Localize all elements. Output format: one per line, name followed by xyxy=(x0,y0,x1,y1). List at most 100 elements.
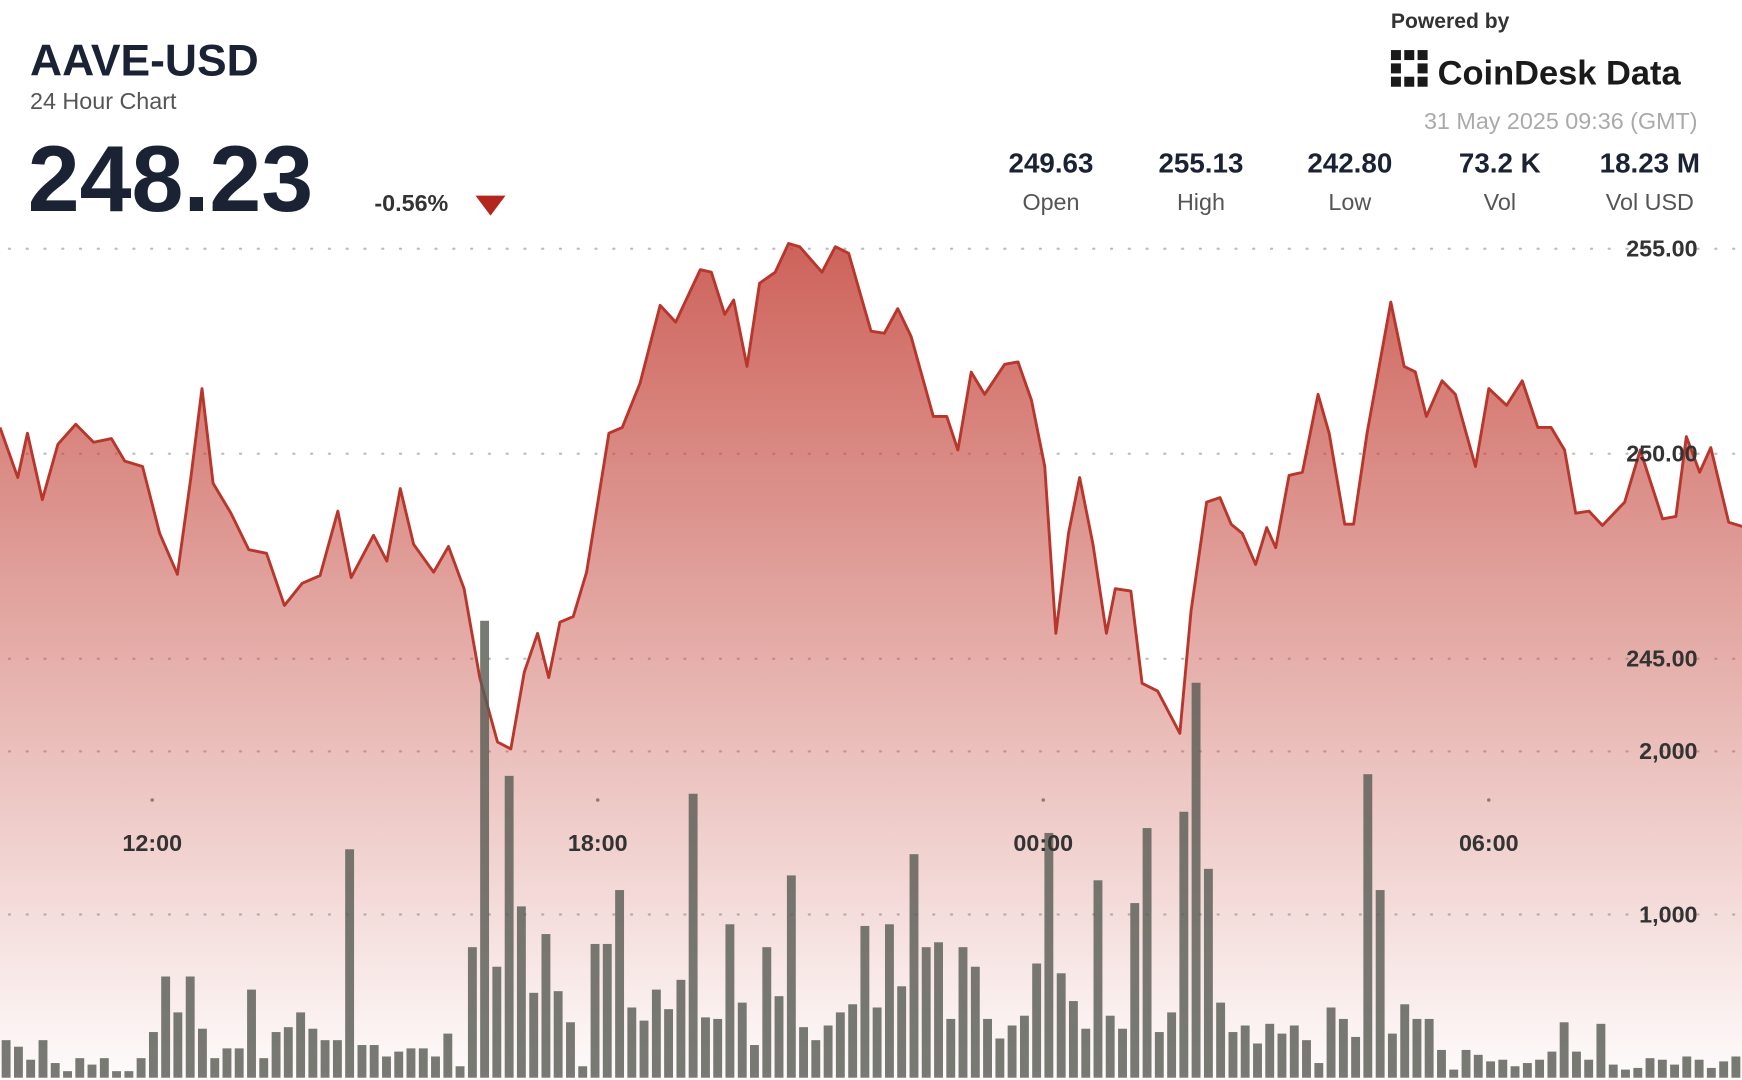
volume-bar xyxy=(1314,1063,1324,1078)
volume-bar xyxy=(345,849,355,1078)
volume-bar xyxy=(1559,1022,1569,1078)
volume-bar xyxy=(1437,1049,1446,1078)
tick-labels: 245.00 250.00 255.00 12:00 18:00 00:00 06:00 1,… xyxy=(122,236,1697,928)
volume-bar xyxy=(1522,1063,1532,1078)
volume-bar xyxy=(934,942,943,1078)
change: -0.56% xyxy=(374,190,448,216)
down-arrow xyxy=(475,195,506,216)
volume-bar xyxy=(676,979,686,1078)
volume-bar xyxy=(921,947,931,1078)
volume-bar xyxy=(1,1040,11,1078)
volume-bar xyxy=(87,1064,97,1078)
volume-bar xyxy=(1547,1051,1557,1078)
volume-bar xyxy=(823,1025,833,1078)
volume-bar xyxy=(492,966,502,1078)
volume-bar xyxy=(308,1028,318,1078)
volume-bar xyxy=(369,1045,379,1078)
volume-bar xyxy=(1645,1058,1655,1078)
volume-bar xyxy=(136,1058,146,1078)
volume-bar xyxy=(566,1022,575,1078)
price: 248.23 xyxy=(28,127,313,231)
volume-bar xyxy=(750,1045,759,1078)
stats: 249.63 Open 255.13 High 242.80 Low 73.2 K Vol 18… xyxy=(1009,147,1700,215)
volume-bar xyxy=(1535,1059,1545,1078)
volume-bar xyxy=(1289,1025,1299,1078)
volume-bar xyxy=(1228,1032,1238,1078)
volume-bar xyxy=(283,1027,293,1078)
volume-bar xyxy=(884,924,894,1078)
price-area xyxy=(0,243,1742,1078)
volume-bar xyxy=(63,1071,72,1078)
volume-bar xyxy=(1608,1064,1618,1078)
y2-tick-label: 2,000 xyxy=(1639,738,1697,764)
volume-bar xyxy=(1142,828,1152,1078)
volume-bar xyxy=(99,1058,109,1078)
volume-bar xyxy=(406,1048,416,1078)
volume-bar xyxy=(431,1056,440,1078)
volume-bar xyxy=(1253,1043,1262,1078)
volume-bar xyxy=(161,976,171,1078)
volume-bar xyxy=(1670,1064,1680,1078)
volume-bar xyxy=(516,906,526,1078)
volume-bar xyxy=(185,976,195,1078)
stat-label: High xyxy=(1177,189,1225,215)
volume-bar xyxy=(983,1018,992,1078)
volume-bar xyxy=(1719,1061,1729,1078)
volume-bar xyxy=(124,1071,134,1078)
volume-bar xyxy=(541,934,551,1078)
volume-bar xyxy=(1203,868,1213,1078)
volume-bar xyxy=(1240,1025,1250,1078)
volume-bar xyxy=(909,854,919,1078)
volume-bar xyxy=(1068,1001,1078,1078)
volume-bar xyxy=(1216,1002,1226,1078)
volume-bar xyxy=(553,991,563,1078)
x-tick-label: 00:00 xyxy=(1013,830,1073,856)
volume-bar xyxy=(1375,890,1385,1078)
volume-bar xyxy=(1167,1012,1177,1078)
volume-bar xyxy=(1657,1059,1667,1078)
volume-bar xyxy=(774,996,784,1078)
volume-bar xyxy=(197,1028,207,1078)
volume-bar xyxy=(1019,1015,1029,1078)
volume-bar xyxy=(1326,1007,1336,1078)
volume-bar xyxy=(897,986,907,1078)
volume-bar xyxy=(848,1004,858,1078)
volume-bar xyxy=(1633,1067,1643,1078)
volume-bar xyxy=(1277,1033,1287,1078)
volume-bar xyxy=(1118,1028,1127,1078)
logo-icon xyxy=(1390,50,1428,87)
volume-bar xyxy=(1093,880,1103,1078)
volume-bar xyxy=(357,1045,367,1078)
volume-bar xyxy=(1449,1069,1459,1078)
volume-bar xyxy=(1498,1059,1508,1078)
volume-bar xyxy=(1387,1033,1397,1078)
volume-bar xyxy=(1461,1049,1471,1078)
powered-by: Powered by xyxy=(1391,10,1510,33)
volume-bar xyxy=(946,1018,956,1078)
volume-bar xyxy=(1363,774,1373,1078)
volume-bar xyxy=(455,1066,465,1078)
volume-bar xyxy=(872,1007,882,1078)
volume-bar xyxy=(860,925,870,1078)
volume-bar xyxy=(713,1018,723,1078)
volume-bar xyxy=(296,1012,306,1078)
volume-bar xyxy=(234,1048,244,1078)
stat-value: 255.13 xyxy=(1158,147,1243,178)
y2-tick-label: 1,000 xyxy=(1639,901,1697,927)
volume-bar xyxy=(112,1071,121,1078)
volume-bar xyxy=(1596,1023,1606,1078)
data xyxy=(0,242,1742,1078)
volume-bar xyxy=(1731,1056,1741,1078)
volume-bar xyxy=(173,1012,183,1078)
volume-bar xyxy=(811,1040,821,1078)
volume-bar xyxy=(1154,1032,1164,1078)
stat-label: Vol USD xyxy=(1606,189,1694,215)
volume-bar xyxy=(75,1058,85,1078)
volume-bar xyxy=(799,1027,809,1078)
stat-value: 18.23 M xyxy=(1600,147,1700,178)
stat-label: Open xyxy=(1022,189,1079,215)
y-tick-label: 245.00 xyxy=(1626,646,1697,672)
volume-bar xyxy=(1510,1066,1520,1078)
volume-bar xyxy=(210,1058,220,1078)
